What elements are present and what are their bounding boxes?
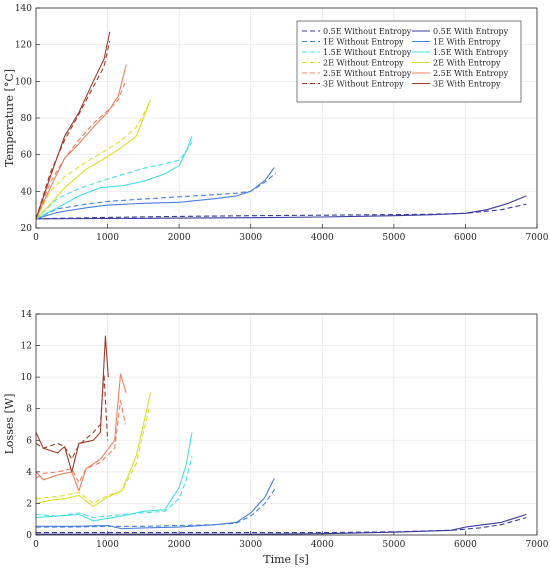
y-tick-label: 10 [21,373,33,383]
y-tick-label: 120 [15,41,32,51]
series-line-1e-with-entropy [35,167,275,220]
series-line-2e-with-entropy [35,392,152,508]
series-line-0-5e-without-entropy [36,517,527,534]
legend-label: 0.5E With Entropy [433,27,509,36]
x-tick-label: 5000 [382,540,405,550]
series-line-2-5e-with-entropy [35,373,127,492]
x-tick-label: 0 [33,540,39,550]
series-line-0-5e-without-entropy [35,203,527,220]
grid [36,314,537,535]
y-tick-label: 2 [26,499,32,509]
y-tick-label: 6 [26,436,32,446]
y-axis-label: Temperature [°C] [3,69,16,167]
legend-label: 2E With Entropy [433,59,501,68]
x-tick-label: 1000 [96,233,119,243]
x-tick-label: 6000 [454,540,477,550]
y-tick-label: 100 [15,77,32,87]
axes-box [35,313,538,536]
y-tick-label: 4 [26,468,32,478]
series-line-0-5e-with-entropy [36,513,527,535]
tick-labels: 0 1000 2000 3000 4000 5000 6000 7000 20 40 60 80 100… [15,4,549,243]
series-line-2-5e-without-entropy [35,81,127,220]
legend-label: 1E Without Entropy [323,38,404,47]
series-line-2e-with-entropy [35,99,152,220]
x-tick-label: 3000 [239,540,262,550]
x-tick-label: 3000 [239,233,262,243]
legend-label: 3E Without Entropy [323,80,404,89]
y-tick-label: 80 [21,114,33,124]
legend-items: 0.5E Without Entropy 0.5E With Entropy 1E … [302,27,509,89]
series-line-3e-with-entropy [35,335,109,473]
legend-box [296,20,522,103]
x-tick-label: 4000 [311,540,334,550]
x-axis-label: Time [s] [263,553,309,566]
y-tick-label: 8 [26,405,32,415]
series-line-0-5e-with-entropy [35,195,527,220]
x-tick-label: 0 [33,233,39,243]
series-line-1-5e-with-entropy [35,136,193,220]
x-tick-label: 2000 [168,233,191,243]
series-line-1e-without-entropy [35,172,277,220]
x-tick-label: 7000 [526,540,549,550]
plot-area [36,314,537,535]
series-line-2-5e-without-entropy [35,400,127,484]
series-line-1e-without-entropy [36,487,277,528]
legend-label: 2.5E Without Entropy [323,69,412,78]
legend-label: 1.5E With Entropy [433,48,509,57]
series-line-1-5e-with-entropy [35,432,193,522]
y-tick-label: 40 [21,187,33,197]
series-line-1e-with-entropy [36,477,275,530]
y-tick-label: 12 [21,342,32,352]
y-axis-label: Losses [W] [3,394,16,455]
x-tick-label: 2000 [168,540,191,550]
legend: 0.5E Without Entropy 0.5E With Entropy 1E … [296,20,522,103]
series-line-2e-without-entropy [35,103,150,220]
losses-plot: 0 1000 2000 3000 4000 5000 6000 7000 0 2 4 6 8 10 12 14… [3,310,549,566]
tick-labels: 0 1000 2000 3000 4000 5000 6000 7000 0 2 4 6 8 10 12 14 [21,310,549,550]
legend-label: 2E Without Entropy [323,59,404,68]
series-group [35,31,527,220]
y-tick-label: 0 [26,531,32,541]
x-tick-label: 5000 [382,233,405,243]
x-tick-label: 6000 [454,233,477,243]
y-tick-label: 140 [15,4,32,14]
x-tick-label: 4000 [311,233,334,243]
y-tick-label: 20 [21,224,33,234]
x-tick-label: 7000 [526,233,549,243]
series-line-2e-without-entropy [35,408,150,504]
legend-label: 3E With Entropy [433,80,501,89]
legend-label: 0.5E Without Entropy [323,27,412,36]
x-tick-label: 1000 [96,540,119,550]
series-group [35,335,527,535]
temperature-plot: 0 1000 2000 3000 4000 5000 6000 7000 20 40 60 80 100… [3,4,549,243]
series-line-2-5e-with-entropy [35,64,127,220]
legend-label: 1E With Entropy [433,38,501,47]
y-tick-label: 14 [21,310,33,320]
legend-label: 1.5E Without Entropy [323,48,412,57]
legend-label: 2.5E With Entropy [433,69,509,78]
series-line-3e-with-entropy [35,31,111,219]
y-tick-label: 60 [21,151,33,161]
series-line-1-5e-without-entropy [35,141,193,220]
series-line-3e-without-entropy [35,40,111,219]
